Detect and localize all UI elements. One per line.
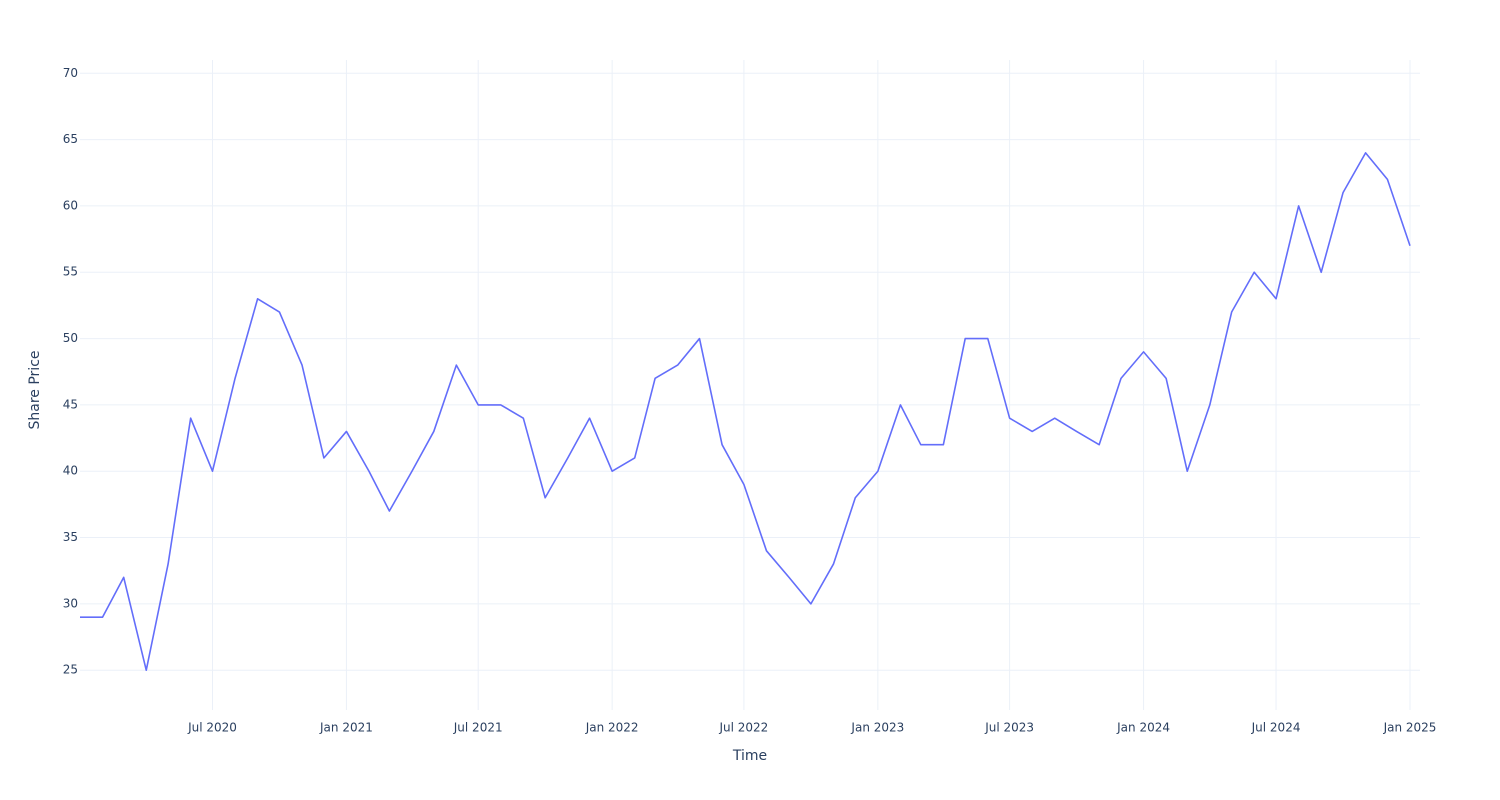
x-tick-label: Jan 2022 <box>585 721 639 735</box>
x-tick-label: Jul 2023 <box>984 721 1034 735</box>
y-tick-label: 50 <box>63 331 78 345</box>
y-tick-label: 40 <box>63 464 78 478</box>
x-tick-label: Jan 2021 <box>319 721 373 735</box>
price-line <box>80 152 1411 671</box>
y-axis-title: Share Price <box>27 350 43 429</box>
y-tick-label: 30 <box>63 596 78 610</box>
y-tick-label: 35 <box>63 530 78 544</box>
y-tick-label: 70 <box>63 66 78 80</box>
x-tick-label: Jul 2021 <box>453 721 503 735</box>
x-tick-label: Jan 2024 <box>1116 721 1170 735</box>
y-tick-label: 60 <box>63 198 78 212</box>
x-tick-label: Jul 2020 <box>187 721 237 735</box>
x-tick-label: Jan 2025 <box>1383 721 1437 735</box>
y-tick-label: 65 <box>63 132 78 146</box>
y-tick-label: 55 <box>63 265 78 279</box>
y-tick-label: 45 <box>63 397 78 411</box>
x-tick-label: Jan 2023 <box>850 721 904 735</box>
y-tick-label: 25 <box>63 663 78 677</box>
x-axis-title: Time <box>732 748 767 764</box>
x-tick-label: Jul 2022 <box>718 721 768 735</box>
x-tick-label: Jul 2024 <box>1251 721 1301 735</box>
